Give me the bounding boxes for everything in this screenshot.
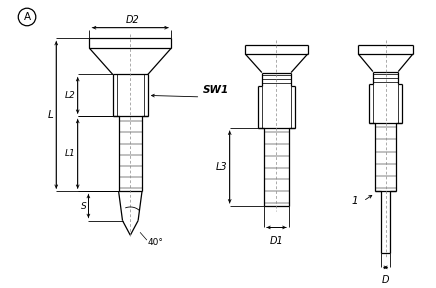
Text: L1: L1 [65, 149, 76, 158]
Text: D: D [382, 275, 389, 285]
Text: L: L [48, 110, 53, 120]
Text: D2: D2 [126, 15, 139, 25]
Text: S: S [81, 202, 86, 211]
Text: 40°: 40° [148, 238, 164, 247]
Text: A: A [24, 12, 31, 22]
Text: L2: L2 [65, 91, 76, 100]
Text: SW1: SW1 [202, 85, 228, 95]
Text: 1: 1 [352, 196, 358, 206]
Text: D1: D1 [269, 236, 283, 246]
Text: L3: L3 [216, 162, 228, 172]
